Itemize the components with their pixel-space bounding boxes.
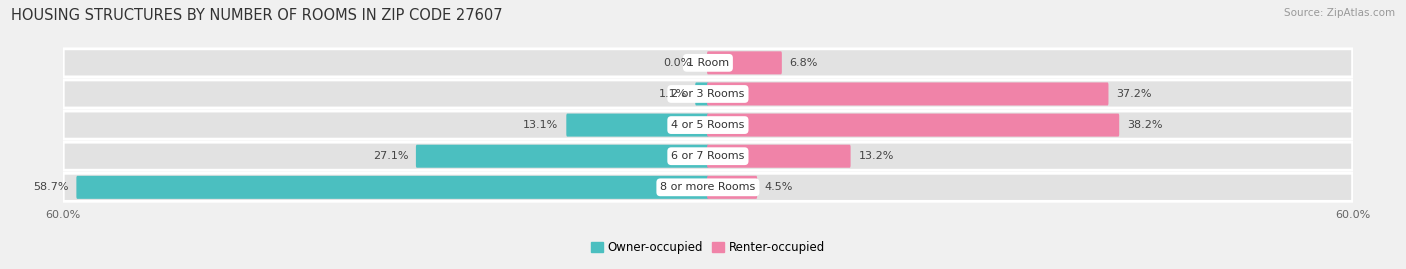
Text: 13.1%: 13.1% — [523, 120, 558, 130]
FancyBboxPatch shape — [707, 51, 782, 74]
Text: 6.8%: 6.8% — [790, 58, 818, 68]
Text: 13.2%: 13.2% — [858, 151, 894, 161]
Text: 37.2%: 37.2% — [1116, 89, 1152, 99]
FancyBboxPatch shape — [567, 114, 709, 137]
FancyBboxPatch shape — [695, 83, 709, 105]
FancyBboxPatch shape — [63, 142, 1353, 170]
Text: 2 or 3 Rooms: 2 or 3 Rooms — [671, 89, 745, 99]
Text: 4.5%: 4.5% — [765, 182, 793, 192]
FancyBboxPatch shape — [63, 80, 1353, 108]
FancyBboxPatch shape — [416, 145, 709, 168]
FancyBboxPatch shape — [63, 111, 1353, 139]
FancyBboxPatch shape — [707, 114, 1119, 137]
FancyBboxPatch shape — [63, 173, 1353, 201]
Text: 1.1%: 1.1% — [659, 89, 688, 99]
Text: 4 or 5 Rooms: 4 or 5 Rooms — [671, 120, 745, 130]
Text: 8 or more Rooms: 8 or more Rooms — [661, 182, 755, 192]
FancyBboxPatch shape — [707, 176, 756, 199]
Text: 38.2%: 38.2% — [1128, 120, 1163, 130]
Legend: Owner-occupied, Renter-occupied: Owner-occupied, Renter-occupied — [586, 236, 830, 259]
Text: HOUSING STRUCTURES BY NUMBER OF ROOMS IN ZIP CODE 27607: HOUSING STRUCTURES BY NUMBER OF ROOMS IN… — [11, 8, 503, 23]
Text: 1 Room: 1 Room — [688, 58, 728, 68]
Text: 6 or 7 Rooms: 6 or 7 Rooms — [671, 151, 745, 161]
FancyBboxPatch shape — [707, 145, 851, 168]
FancyBboxPatch shape — [63, 49, 1353, 77]
Text: 27.1%: 27.1% — [373, 151, 408, 161]
Text: 0.0%: 0.0% — [664, 58, 692, 68]
FancyBboxPatch shape — [707, 83, 1108, 105]
FancyBboxPatch shape — [76, 176, 709, 199]
Text: 58.7%: 58.7% — [34, 182, 69, 192]
Text: Source: ZipAtlas.com: Source: ZipAtlas.com — [1284, 8, 1395, 18]
